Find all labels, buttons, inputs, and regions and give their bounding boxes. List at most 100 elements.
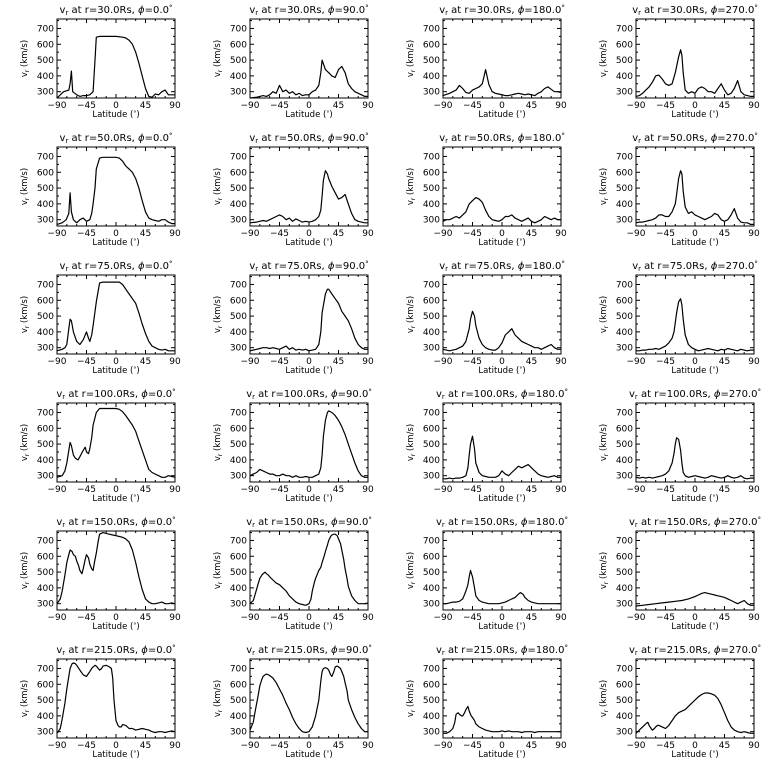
x-tick-label: −90 [434, 741, 453, 751]
y-tick-label: 600 [230, 296, 247, 306]
x-tick-label: 0 [113, 229, 119, 239]
vr-curve [635, 437, 754, 480]
y-tick-label: 500 [616, 312, 633, 322]
y-tick-label: 400 [37, 200, 54, 210]
vr-curve [635, 592, 754, 607]
x-axis-label: Latitude (°) [671, 366, 718, 376]
y-tick-label: 400 [423, 328, 440, 338]
x-tick-label: −90 [434, 101, 453, 111]
x-tick-label: −90 [627, 485, 646, 495]
y-tick-label: 400 [230, 328, 247, 338]
x-tick-label: 45 [719, 229, 730, 239]
x-tick-label: 45 [526, 229, 537, 239]
panel-r150.0-phi180.0: vr at r=150.0Rs, ϕ=180.0° −90 −45 0 45 90 300 4… [406, 516, 568, 632]
panel-title: vr at r=100.0Rs, ϕ=180.0° [436, 388, 568, 401]
y-tick-label: 400 [230, 456, 247, 466]
x-axis-label: Latitude (°) [285, 366, 332, 376]
y-tick-label: 300 [423, 600, 440, 610]
x-tick-label: 90 [555, 229, 567, 239]
y-tick-label: 500 [37, 696, 54, 706]
x-tick-label: −45 [77, 741, 96, 751]
y-tick-label: 400 [616, 200, 633, 210]
y-axis-label: vr (km/s) [599, 424, 610, 461]
x-tick-label: 45 [526, 613, 537, 623]
y-tick-label: 500 [423, 184, 440, 194]
y-tick-label: 600 [37, 552, 54, 562]
y-axis-label: vr (km/s) [599, 168, 610, 205]
y-tick-label: 700 [423, 536, 440, 546]
y-tick-label: 300 [37, 344, 54, 354]
y-tick-label: 400 [230, 72, 247, 82]
y-tick-label: 400 [230, 200, 247, 210]
x-tick-label: −90 [627, 357, 646, 367]
panel-title: vr at r=215.0Rs, ϕ=0.0° [56, 644, 175, 657]
y-tick-label: 300 [37, 216, 54, 226]
y-tick-label: 300 [616, 216, 633, 226]
x-tick-label: −90 [241, 485, 260, 495]
panel-r50.0-phi270.0: vr at r=50.0Rs, ϕ=270.0° −90 −45 0 45 90 300 40… [599, 132, 760, 248]
y-tick-label: 700 [37, 24, 54, 34]
plot-frame [249, 402, 369, 483]
panel-title: vr at r=150.0Rs, ϕ=270.0° [629, 516, 761, 529]
plot-frame [442, 658, 562, 739]
y-tick-label: 700 [423, 152, 440, 162]
y-tick-label: 600 [616, 680, 633, 690]
y-tick-label: 500 [37, 56, 54, 66]
panel-title: vr at r=30.0Rs, ϕ=0.0° [60, 4, 173, 17]
x-tick-label: 45 [526, 485, 537, 495]
x-axis-label: Latitude (°) [671, 110, 718, 120]
plot-frame [56, 274, 176, 355]
y-tick-label: 400 [37, 72, 54, 82]
x-tick-label: 45 [719, 613, 730, 623]
x-tick-label: −90 [627, 741, 646, 751]
vr-curve [249, 533, 369, 606]
panel-r150.0-phi90.0: vr at r=150.0Rs, ϕ=90.0° −90 −45 0 45 90 300 40… [213, 516, 374, 632]
x-tick-label: −45 [77, 485, 96, 495]
x-tick-label: 0 [499, 613, 505, 623]
panel-r100.0-phi180.0: vr at r=100.0Rs, ϕ=180.0° −90 −45 0 45 90 300 4… [406, 388, 568, 504]
y-tick-label: 500 [230, 440, 247, 450]
y-axis-label: vr (km/s) [20, 424, 31, 461]
x-tick-label: 0 [306, 613, 312, 623]
y-tick-label: 400 [616, 72, 633, 82]
y-tick-label: 500 [616, 440, 633, 450]
y-axis-label: vr (km/s) [406, 168, 417, 205]
vr-curve [249, 665, 368, 734]
x-tick-label: 0 [499, 357, 505, 367]
x-axis-label: Latitude (°) [671, 750, 718, 760]
y-tick-label: 300 [230, 600, 247, 610]
y-tick-label: 600 [616, 552, 633, 562]
x-tick-label: 45 [333, 485, 344, 495]
panel-r100.0-phi0.0: vr at r=100.0Rs, ϕ=0.0° −90 −45 0 45 90 300 400… [20, 388, 181, 504]
x-tick-label: 45 [333, 101, 344, 111]
x-tick-label: 0 [306, 229, 312, 239]
x-tick-label: −45 [270, 101, 289, 111]
x-tick-label: 0 [306, 485, 312, 495]
x-tick-label: −45 [77, 357, 96, 367]
panel-title: vr at r=75.0Rs, ϕ=180.0° [439, 260, 565, 273]
x-tick-label: 90 [169, 101, 181, 111]
y-tick-label: 300 [230, 88, 247, 98]
y-tick-label: 600 [423, 168, 440, 178]
y-tick-label: 400 [423, 456, 440, 466]
vr-curve [56, 532, 176, 605]
y-tick-label: 300 [423, 88, 440, 98]
y-tick-label: 500 [230, 312, 247, 322]
x-axis-label: Latitude (°) [92, 494, 139, 504]
panel-r50.0-phi90.0: vr at r=50.0Rs, ϕ=90.0° −90 −45 0 45 90 300 400… [213, 132, 374, 248]
y-tick-label: 300 [616, 472, 633, 482]
x-tick-label: −45 [270, 741, 289, 751]
x-tick-label: −90 [627, 101, 646, 111]
y-tick-label: 500 [37, 184, 54, 194]
x-tick-label: 45 [140, 741, 151, 751]
y-tick-label: 600 [230, 424, 247, 434]
y-tick-label: 700 [37, 280, 54, 290]
x-tick-label: 90 [748, 229, 760, 239]
y-tick-label: 400 [423, 72, 440, 82]
y-tick-label: 600 [230, 680, 247, 690]
y-tick-label: 600 [37, 424, 54, 434]
x-tick-label: −45 [463, 101, 482, 111]
panel-r75.0-phi270.0: vr at r=75.0Rs, ϕ=270.0° −90 −45 0 45 90 300 40… [599, 260, 760, 376]
y-tick-label: 500 [37, 312, 54, 322]
y-tick-label: 700 [230, 408, 247, 418]
